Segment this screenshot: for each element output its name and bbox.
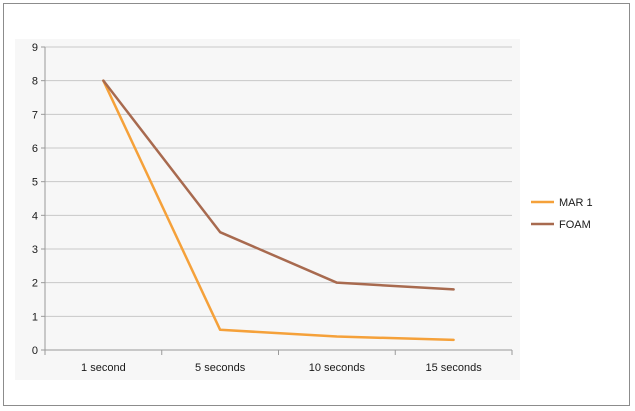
y-axis-tick-labels: 0 1 2 3 4 5 6 7 8 9 <box>32 42 38 357</box>
legend-label: MAR 1 <box>559 197 593 209</box>
y-tick-label: 6 <box>32 143 38 155</box>
x-tick-label: 10 seconds <box>309 362 366 374</box>
y-tick-label: 0 <box>32 345 38 357</box>
x-tick-label: 5 seconds <box>195 362 246 374</box>
series-line-0 <box>102 79 455 342</box>
series-line-1 <box>102 79 455 291</box>
y-tick-label: 5 <box>32 177 38 189</box>
y-tick-label: 3 <box>32 244 38 256</box>
x-tick-label: 15 seconds <box>425 362 482 374</box>
y-tick-label: 1 <box>32 311 38 323</box>
legend-label: FOAM <box>559 219 591 231</box>
x-tick-label: 1 second <box>81 362 126 374</box>
y-tick-label: 4 <box>32 210 38 222</box>
y-tick-label: 7 <box>32 109 38 121</box>
x-axis-tick-labels: 1 second 5 seconds 10 seconds 15 seconds <box>81 362 482 374</box>
y-tick-label: 8 <box>32 76 38 88</box>
axes <box>41 46 513 355</box>
series-lines <box>102 79 455 342</box>
plot-area <box>15 39 520 380</box>
y-tick-label: 2 <box>32 278 38 290</box>
y-tick-label: 9 <box>32 42 38 54</box>
gridlines <box>45 46 512 317</box>
legend: MAR 1 FOAM <box>531 197 593 231</box>
